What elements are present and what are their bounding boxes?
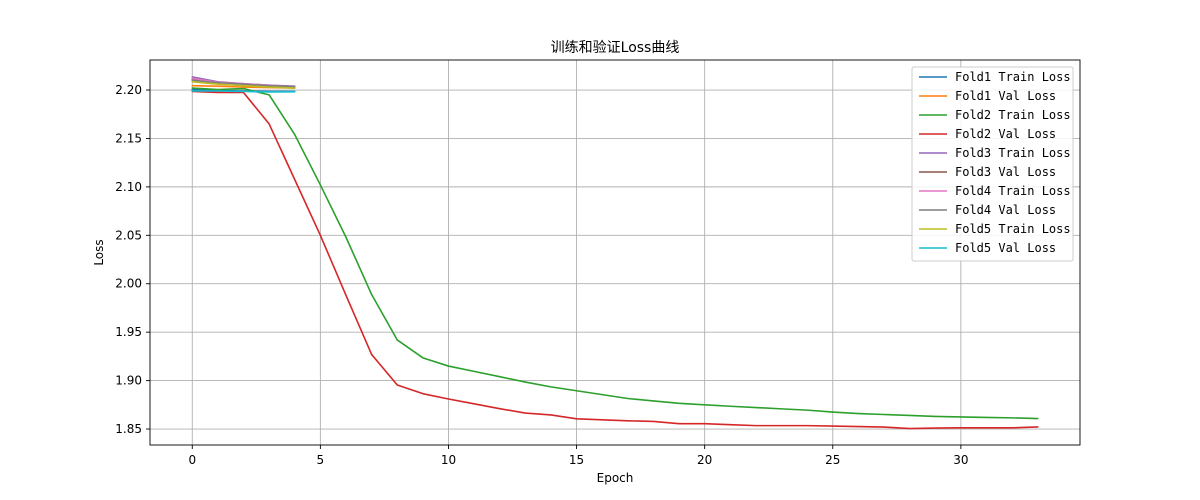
legend-entry: Fold2 Val Loss bbox=[955, 127, 1056, 141]
x-tick-label: 25 bbox=[825, 453, 840, 467]
y-tick-label: 1.85 bbox=[115, 422, 142, 436]
legend-entry: Fold1 Val Loss bbox=[955, 89, 1056, 103]
tick-layer: 0 5 10 15 20 25 30 1.85 1.90 1.95 2.00 2.05 2.10 2.15… bbox=[115, 83, 968, 467]
x-tick-label: 15 bbox=[569, 453, 584, 467]
legend-entry: Fold4 Train Loss bbox=[955, 184, 1071, 198]
y-tick-label: 1.90 bbox=[115, 374, 142, 388]
x-tick-label: 5 bbox=[317, 453, 325, 467]
series-line-fold5-val-loss bbox=[191, 90, 296, 93]
legend-entry: Fold5 Train Loss bbox=[955, 222, 1071, 236]
legend-entry: Fold3 Train Loss bbox=[955, 146, 1071, 160]
x-tick-label: 20 bbox=[697, 453, 712, 467]
y-tick-label: 2.20 bbox=[115, 83, 142, 97]
x-tick-label: 30 bbox=[953, 453, 968, 467]
chart-title: 训练和验证Loss曲线 bbox=[551, 40, 680, 56]
legend-box bbox=[911, 66, 1074, 262]
y-tick-label: 2.10 bbox=[115, 180, 142, 194]
legend-entry: Fold4 Val Loss bbox=[955, 203, 1056, 217]
y-tick-label: 2.15 bbox=[115, 131, 142, 145]
series-line-fold2-val-loss bbox=[191, 90, 1039, 430]
legend-entry: Fold3 Val Loss bbox=[955, 165, 1056, 179]
x-axis-label: Epoch bbox=[597, 471, 634, 485]
legend-entry: Fold2 Train Loss bbox=[955, 108, 1071, 122]
y-tick-label: 1.95 bbox=[115, 325, 142, 339]
y-axis-label: Loss bbox=[92, 239, 106, 265]
legend-entry: Fold1 Train Loss bbox=[955, 70, 1071, 84]
x-tick-label: 0 bbox=[188, 453, 196, 467]
grid-layer bbox=[150, 60, 1080, 445]
series-layer bbox=[191, 76, 1039, 430]
series-line-fold4-val-loss bbox=[191, 79, 296, 88]
x-tick-label: 10 bbox=[441, 453, 456, 467]
y-tick-label: 2.00 bbox=[115, 277, 142, 291]
plot-frame bbox=[149, 59, 1081, 446]
series-line-fold5-train-loss bbox=[191, 80, 296, 89]
legend: Fold1 Train Loss Fold1 Val Loss Fold2 Trai… bbox=[911, 66, 1074, 262]
series-line-fold2-train-loss bbox=[191, 87, 1039, 420]
y-tick-label: 2.05 bbox=[115, 228, 142, 242]
legend-entry: Fold5 Val Loss bbox=[955, 241, 1056, 255]
